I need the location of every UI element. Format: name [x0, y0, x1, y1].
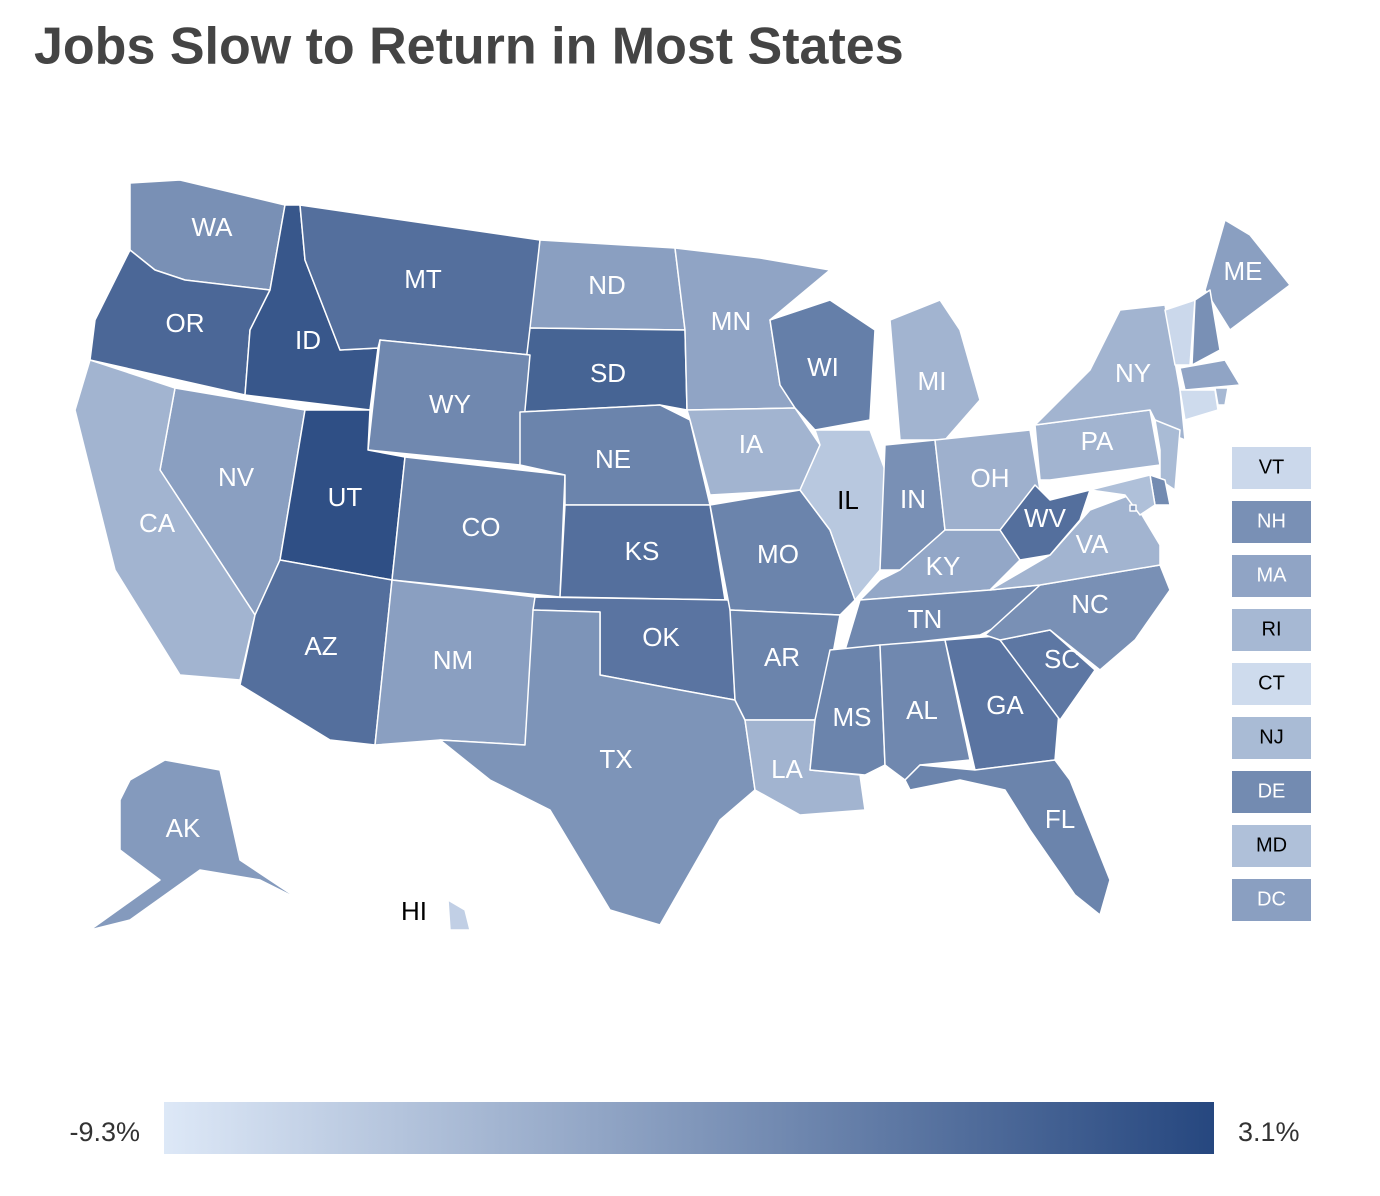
state-label: AR	[764, 642, 800, 672]
state-shape	[447, 899, 471, 931]
state-label: IN	[900, 484, 926, 514]
state-shape	[889, 299, 981, 441]
colorbar-min-label: -9.3%	[69, 1117, 140, 1147]
state-label: UT	[328, 482, 363, 512]
state-label: FL	[1045, 804, 1075, 834]
state-label: NM	[433, 645, 473, 675]
state-shape	[1129, 504, 1137, 512]
state-shape	[1179, 389, 1219, 421]
state-label: CO	[462, 512, 501, 542]
state-label: PA	[1081, 426, 1114, 456]
state-shape	[1034, 304, 1186, 441]
state-shape	[1204, 219, 1291, 331]
state-label: WA	[192, 212, 234, 242]
state-label: MN	[711, 306, 751, 336]
state-label: LA	[771, 754, 803, 784]
state-label: WV	[1024, 503, 1067, 533]
state-label: GA	[986, 690, 1024, 720]
state-label: DC	[1257, 888, 1286, 910]
state-label: KS	[625, 536, 660, 566]
state-shape	[769, 299, 876, 431]
state-box	[1232, 771, 1311, 813]
state-label: WI	[807, 352, 839, 382]
state-shape	[1089, 474, 1156, 516]
state-label: OR	[166, 308, 205, 338]
state-label: VA	[1076, 529, 1109, 559]
state-shape	[89, 759, 301, 931]
state-label: MS	[833, 702, 872, 732]
state-label: OH	[971, 463, 1010, 493]
state-label: VT	[1259, 456, 1285, 478]
state-shape	[1164, 299, 1196, 366]
state-label: NV	[218, 462, 255, 492]
state-label: AK	[166, 813, 201, 843]
chart-title: Jobs Slow to Return in Most States	[34, 18, 904, 76]
state-shape	[799, 429, 886, 601]
state-label: AL	[906, 695, 938, 725]
state-box	[1232, 447, 1311, 489]
state-label: MO	[757, 539, 799, 569]
state-shape	[1191, 289, 1221, 366]
state-label: ID	[295, 325, 321, 355]
state-shape	[1154, 419, 1181, 491]
state-label: NE	[595, 444, 631, 474]
state-box	[1232, 717, 1311, 759]
state-label: CA	[139, 508, 176, 538]
state-label: IA	[739, 429, 764, 459]
state-label: OK	[642, 622, 680, 652]
state-label: HI	[401, 896, 427, 926]
state-label: RI	[1262, 618, 1282, 640]
state-box	[1232, 501, 1311, 543]
state-box	[1232, 609, 1311, 651]
state-label: NY	[1115, 358, 1151, 388]
state-label: NH	[1257, 510, 1286, 532]
state-label: KY	[926, 551, 961, 581]
state-label: SD	[590, 358, 626, 388]
state-label: NJ	[1259, 726, 1283, 748]
state-label: WY	[429, 389, 471, 419]
state-shape	[74, 359, 256, 681]
state-box	[1232, 879, 1311, 921]
state-label: TX	[599, 744, 632, 774]
state-label: DE	[1258, 780, 1286, 802]
state-shape	[1179, 359, 1241, 391]
state-label: CT	[1258, 672, 1285, 694]
state-shape	[999, 484, 1091, 561]
state-label: AZ	[304, 631, 337, 661]
state-label: TN	[908, 604, 943, 634]
state-label: MI	[918, 366, 947, 396]
state-box	[1232, 825, 1311, 867]
state-shape	[904, 759, 1111, 916]
state-box	[1232, 555, 1311, 597]
colorbar-max-label: 3.1%	[1238, 1117, 1300, 1147]
state-label: ME	[1224, 256, 1263, 286]
state-label: MD	[1256, 834, 1287, 856]
state-label: ND	[588, 270, 626, 300]
state-label: NC	[1071, 589, 1109, 619]
state-label: MA	[1257, 564, 1288, 586]
state-label: MT	[404, 264, 442, 294]
colorbar	[164, 1102, 1214, 1154]
state-label: IL	[837, 485, 859, 515]
state-shape	[439, 609, 756, 926]
state-box	[1232, 663, 1311, 705]
